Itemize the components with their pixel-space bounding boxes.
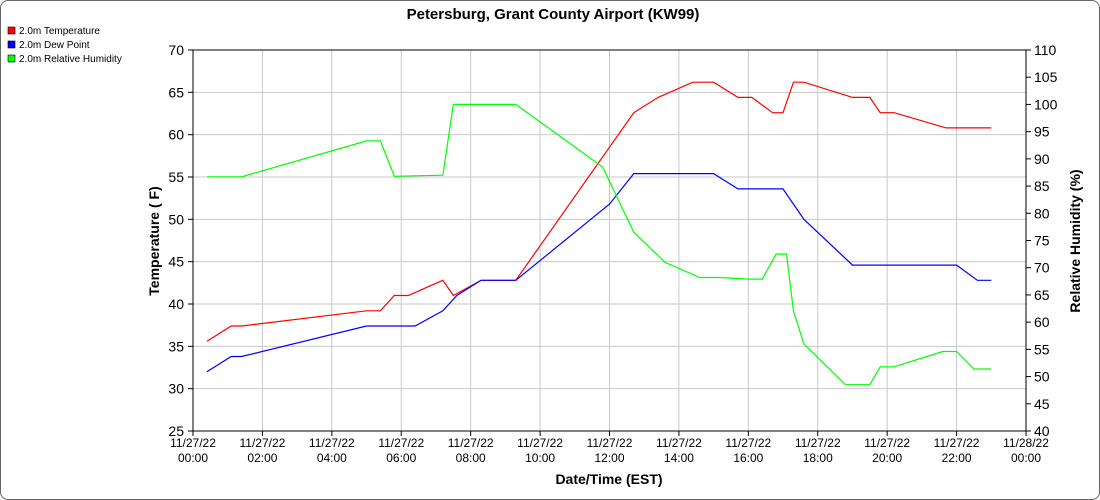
legend-label: 2.0m Dew Point xyxy=(19,40,90,51)
y-right-tick-label: 75 xyxy=(1034,233,1050,249)
x-tick-label-time: 08:00 xyxy=(456,451,486,465)
x-tick-label-date: 11/27/22 xyxy=(725,436,771,450)
x-tick-label-date: 11/27/22 xyxy=(517,436,563,450)
axis-ticks: 11/27/2200:0011/27/2202:0011/27/2204:001… xyxy=(168,42,1057,465)
y-right-tick-label: 50 xyxy=(1034,369,1050,385)
y-axis-left-label: Temperature ( F) xyxy=(146,186,162,295)
x-tick-label-time: 00:00 xyxy=(1011,451,1041,465)
x-tick-label-time: 22:00 xyxy=(942,451,972,465)
x-tick-label-date: 11/27/22 xyxy=(934,436,980,450)
legend-label: 2.0m Temperature xyxy=(19,26,100,37)
y-right-tick-label: 85 xyxy=(1034,178,1050,194)
y-right-tick-label: 65 xyxy=(1034,287,1050,303)
y-left-tick-label: 70 xyxy=(168,42,184,58)
y-right-tick-label: 80 xyxy=(1034,205,1050,221)
x-tick-label-time: 04:00 xyxy=(317,451,347,465)
y-left-tick-label: 45 xyxy=(168,254,184,270)
y-right-tick-label: 70 xyxy=(1034,260,1050,276)
x-tick-label-date: 11/27/22 xyxy=(587,436,633,450)
legend-label: 2.0m Relative Humidity xyxy=(19,54,122,65)
x-tick-label-time: 02:00 xyxy=(247,451,277,465)
y-left-tick-label: 25 xyxy=(168,423,184,439)
x-tick-label-date: 11/27/22 xyxy=(240,436,286,450)
x-tick-label-date: 11/27/22 xyxy=(378,436,424,450)
x-tick-label-time: 20:00 xyxy=(872,451,902,465)
x-tick-label-time: 10:00 xyxy=(525,451,555,465)
y-right-tick-label: 60 xyxy=(1034,314,1050,330)
x-tick-label-date: 11/27/22 xyxy=(864,436,910,450)
series-line-2-0m-relative-humidity xyxy=(206,103,992,386)
x-tick-label-time: 14:00 xyxy=(664,451,694,465)
legend-swatch xyxy=(7,40,16,49)
x-tick-label-date: 11/27/22 xyxy=(309,436,355,450)
y-left-tick-label: 60 xyxy=(168,127,184,143)
series-line-2-0m-temperature xyxy=(206,81,992,342)
y-right-tick-label: 40 xyxy=(1034,423,1050,439)
x-tick-label-date: 11/27/22 xyxy=(795,436,841,450)
y-right-tick-label: 110 xyxy=(1034,42,1057,58)
x-tick-label-date: 11/28/22 xyxy=(1003,436,1049,450)
grid-lines xyxy=(192,49,1027,432)
y-right-tick-label: 45 xyxy=(1034,396,1050,412)
y-axis-right-label: Relative Humidity (%) xyxy=(1067,169,1083,312)
legend: 2.0m Temperature 2.0m Dew Point 2.0m Relat… xyxy=(7,26,122,65)
x-tick-label-time: 16:00 xyxy=(733,451,763,465)
y-left-tick-label: 65 xyxy=(168,84,184,100)
y-right-tick-label: 55 xyxy=(1034,341,1050,357)
chart-title: Petersburg, Grant County Airport (KW99) xyxy=(407,6,700,23)
y-left-tick-label: 55 xyxy=(168,169,184,185)
x-tick-label-date: 11/27/22 xyxy=(448,436,494,450)
x-tick-label-date: 11/27/22 xyxy=(656,436,702,450)
x-tick-label-time: 18:00 xyxy=(803,451,833,465)
legend-swatch xyxy=(7,26,16,35)
x-tick-label-date: 11/27/22 xyxy=(170,436,216,450)
series-layer xyxy=(206,81,992,386)
x-tick-label-time: 12:00 xyxy=(594,451,624,465)
y-left-tick-label: 35 xyxy=(168,338,184,354)
series-line-2-0m-dew-point xyxy=(206,173,992,373)
y-left-tick-label: 50 xyxy=(168,211,184,227)
y-right-tick-label: 95 xyxy=(1034,124,1050,140)
y-left-tick-label: 40 xyxy=(168,296,184,312)
y-right-tick-label: 90 xyxy=(1034,151,1050,167)
y-right-tick-label: 105 xyxy=(1034,69,1058,85)
x-tick-label-time: 06:00 xyxy=(386,451,416,465)
x-axis-label: Date/Time (EST) xyxy=(555,471,662,487)
x-tick-label-time: 00:00 xyxy=(178,451,208,465)
legend-swatch xyxy=(7,54,16,63)
y-left-tick-label: 30 xyxy=(168,381,184,397)
y-right-tick-label: 100 xyxy=(1034,96,1058,112)
